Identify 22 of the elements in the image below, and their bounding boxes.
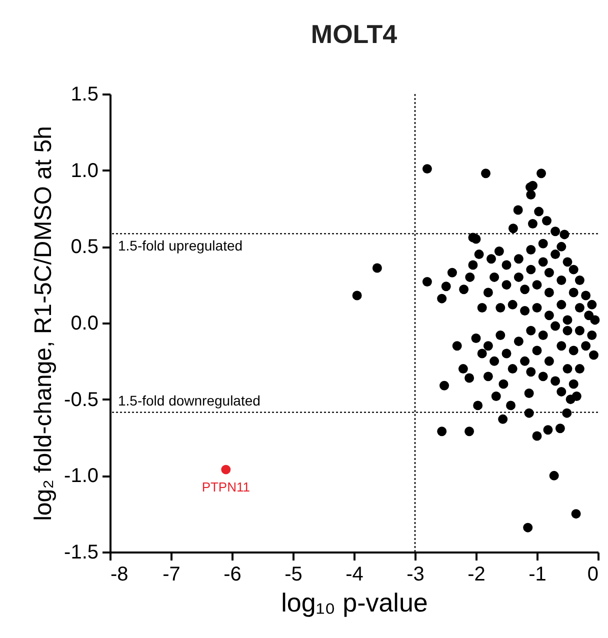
x-tick-label: -4 xyxy=(346,564,364,586)
x-tick-label: -6 xyxy=(224,564,242,586)
y-axis-title: log₂ fold-change, R1-5C/DMSO at 5h xyxy=(30,126,58,521)
y-tick-label: -0.5 xyxy=(64,388,98,411)
y-tick-label: 1.5 xyxy=(70,84,98,106)
y-tick-label: -1.0 xyxy=(64,465,98,488)
series-label: PTPN11 xyxy=(202,480,250,495)
x-tick-label: -1 xyxy=(528,564,546,586)
y-tick-label: -1.5 xyxy=(64,542,98,564)
x-axis-title: log₁₀ p-value xyxy=(281,588,428,618)
y-tick-label: 1.0 xyxy=(70,160,98,182)
ref-line-label: 1.5-fold upregulated xyxy=(118,238,243,254)
x-tick-label: -3 xyxy=(406,564,424,586)
y-tick-label: 0.0 xyxy=(70,312,98,334)
x-tick-label: -2 xyxy=(468,564,486,586)
y-tick-label: 0.5 xyxy=(70,236,98,258)
x-tick-label: -8 xyxy=(110,564,128,586)
chart-title: MOLT4 xyxy=(310,19,398,49)
x-tick-label: 0 xyxy=(587,564,598,586)
x-tick-label: -5 xyxy=(284,564,302,586)
x-tick-label: -7 xyxy=(162,564,180,586)
ref-line-label: 1.5-fold downregulated xyxy=(118,392,260,408)
